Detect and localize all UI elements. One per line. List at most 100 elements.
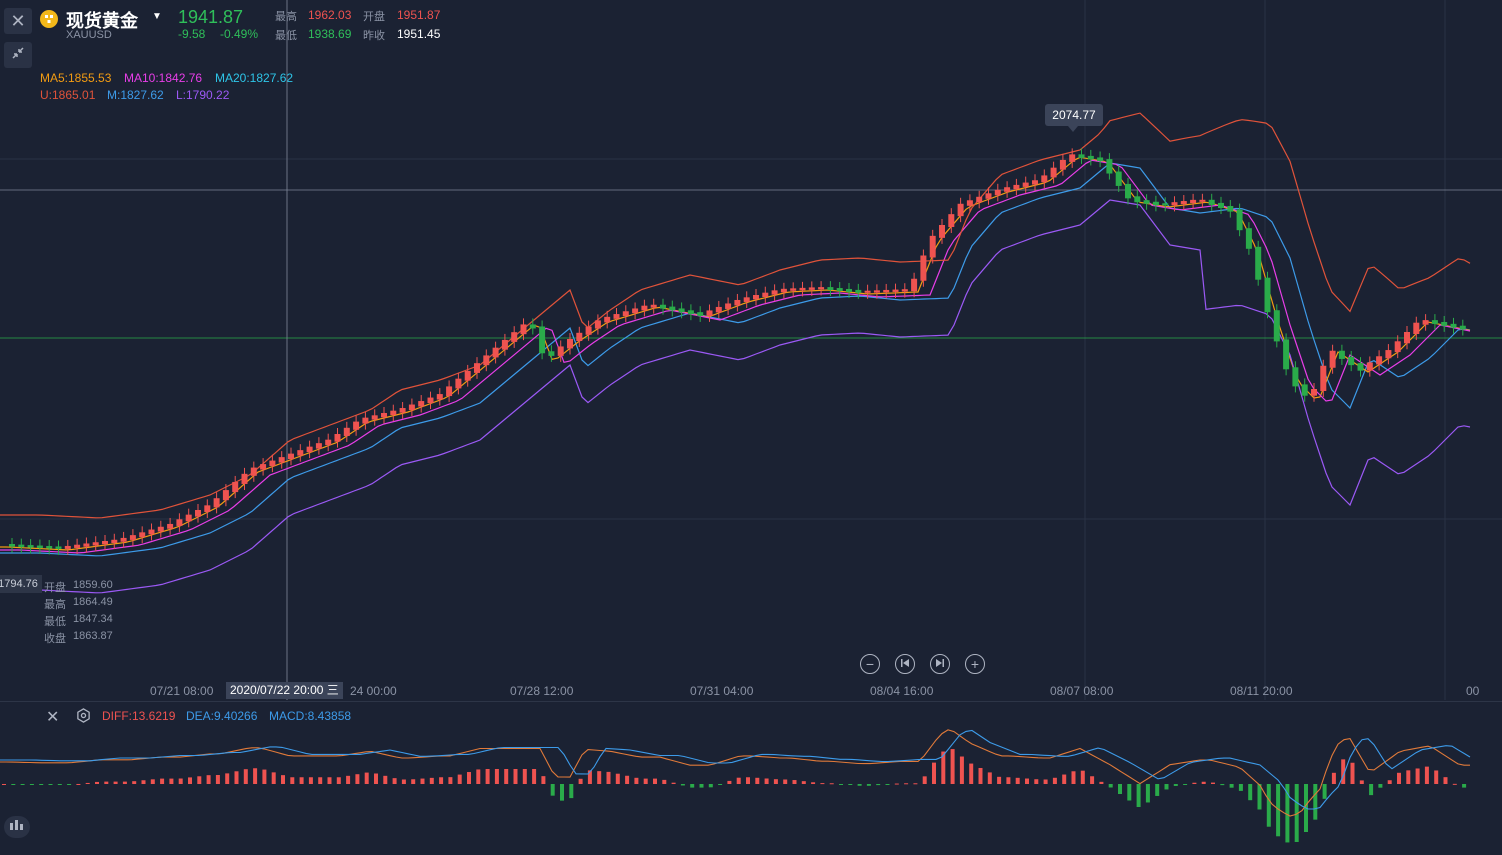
candle-body	[855, 289, 862, 293]
candle-body	[185, 514, 192, 522]
candle-body	[204, 505, 211, 512]
macd-histogram-bar	[1071, 771, 1076, 784]
caret-down-icon[interactable]: ▼	[152, 11, 162, 22]
macd-histogram-bar	[1183, 784, 1188, 785]
macd-histogram-bar	[57, 784, 62, 785]
forward-icon	[935, 655, 945, 673]
settings-icon[interactable]	[76, 708, 91, 728]
macd-histogram-bar	[857, 784, 862, 786]
indicator-icon	[9, 818, 25, 836]
candle-body	[241, 473, 248, 484]
high-label: 最高	[275, 11, 297, 23]
macd-histogram-bar	[1090, 776, 1095, 784]
candle-body	[1320, 365, 1327, 391]
macd-histogram-bar	[150, 779, 155, 784]
candle-body	[520, 324, 527, 335]
prev-close-value: 1951.45	[397, 27, 441, 41]
candle-body	[362, 417, 369, 424]
candle-body	[148, 529, 155, 535]
macd-histogram-bar	[987, 772, 992, 784]
macd-histogram-bar	[727, 780, 732, 784]
macd-histogram-bar	[1424, 766, 1429, 784]
candle-body	[1208, 199, 1215, 205]
macd-histogram-bar	[597, 771, 602, 784]
price-change-pct: -0.49%	[220, 27, 259, 41]
macd-histogram-bar	[1285, 784, 1290, 843]
candle-body	[1087, 155, 1094, 160]
candle-body	[1329, 350, 1336, 368]
macd-histogram-bar	[801, 781, 806, 784]
macd-histogram-bar	[48, 784, 53, 785]
candle-body	[1162, 203, 1169, 206]
candle-body	[1152, 201, 1159, 206]
macd-histogram-bar	[755, 777, 760, 784]
macd-histogram-bar	[215, 775, 220, 784]
close-chart-button[interactable]: ✕	[4, 8, 32, 34]
candle-body	[557, 346, 564, 356]
boll-mid-legend: M:1827.62	[107, 88, 164, 102]
macd-histogram-bar	[894, 783, 899, 785]
macd-histogram-bar	[76, 783, 81, 785]
macd-histogram-bar	[1052, 777, 1057, 784]
macd-histogram-bar	[513, 769, 518, 784]
macd-histogram-bar	[67, 784, 72, 785]
rewind-button[interactable]	[895, 654, 915, 674]
macd-histogram-bar	[1080, 770, 1085, 784]
macd-histogram-bar	[1211, 782, 1215, 784]
macd-histogram-bar	[504, 769, 509, 784]
collapse-button[interactable]	[4, 42, 32, 68]
candle-body	[1385, 350, 1392, 359]
macd-histogram-bar	[1155, 784, 1160, 796]
candle-body	[939, 225, 945, 238]
candle-body	[27, 545, 34, 548]
close-indicator-icon[interactable]: ✕	[46, 709, 60, 726]
instrument-name[interactable]: 现货黄金	[66, 11, 138, 31]
candle-body	[1376, 356, 1383, 365]
forward-button[interactable]	[930, 654, 950, 674]
macd-histogram-bar	[1220, 784, 1225, 786]
candle-body	[120, 537, 127, 542]
candle-body	[1459, 325, 1466, 330]
macd-histogram-bar	[1378, 784, 1383, 788]
candle-body	[418, 401, 425, 407]
candle-body	[539, 326, 546, 354]
candle-body	[632, 308, 639, 314]
candle-body	[1245, 228, 1252, 249]
candle-body	[529, 324, 536, 329]
candle-body	[1264, 277, 1271, 313]
candle-body	[660, 304, 666, 309]
candle-body	[408, 404, 415, 411]
ohlc-open-label: 开盘	[44, 582, 66, 594]
macd-histogram-bar	[420, 778, 425, 784]
candle-body	[1283, 339, 1290, 370]
zoom-in-button[interactable]: +	[965, 654, 985, 674]
macd-histogram-bar	[1173, 784, 1178, 786]
candle-body	[83, 543, 90, 547]
macd-histogram-bar	[448, 777, 453, 784]
candle-body	[1431, 320, 1438, 324]
price-chart[interactable]	[0, 0, 1502, 700]
candle-body	[790, 288, 797, 291]
candle-body	[1236, 209, 1243, 231]
macd-histogram-bar	[85, 782, 90, 784]
candle-body	[762, 292, 769, 297]
candle-body	[687, 310, 694, 315]
macd-histogram-bar	[792, 780, 797, 784]
pane-divider	[0, 701, 1502, 702]
zoom-out-button[interactable]: −	[860, 654, 880, 674]
candle-body	[269, 460, 276, 467]
macd-histogram-bar	[188, 777, 192, 784]
candle-body	[157, 526, 164, 532]
boll-lower-legend: L:1790.22	[176, 88, 230, 102]
candle-body	[1032, 180, 1038, 185]
macd-histogram-bar	[1387, 780, 1392, 784]
zoom-in-icon: +	[970, 656, 980, 672]
macd-histogram-bar	[1406, 770, 1411, 784]
macd-histogram-bar	[904, 783, 909, 785]
macd-histogram-bar	[1136, 784, 1141, 808]
candle-body	[1143, 200, 1150, 204]
candle-body	[483, 355, 490, 366]
candle-body	[734, 299, 741, 306]
indicator-button[interactable]	[4, 816, 30, 838]
macd-histogram-bar	[429, 777, 434, 784]
